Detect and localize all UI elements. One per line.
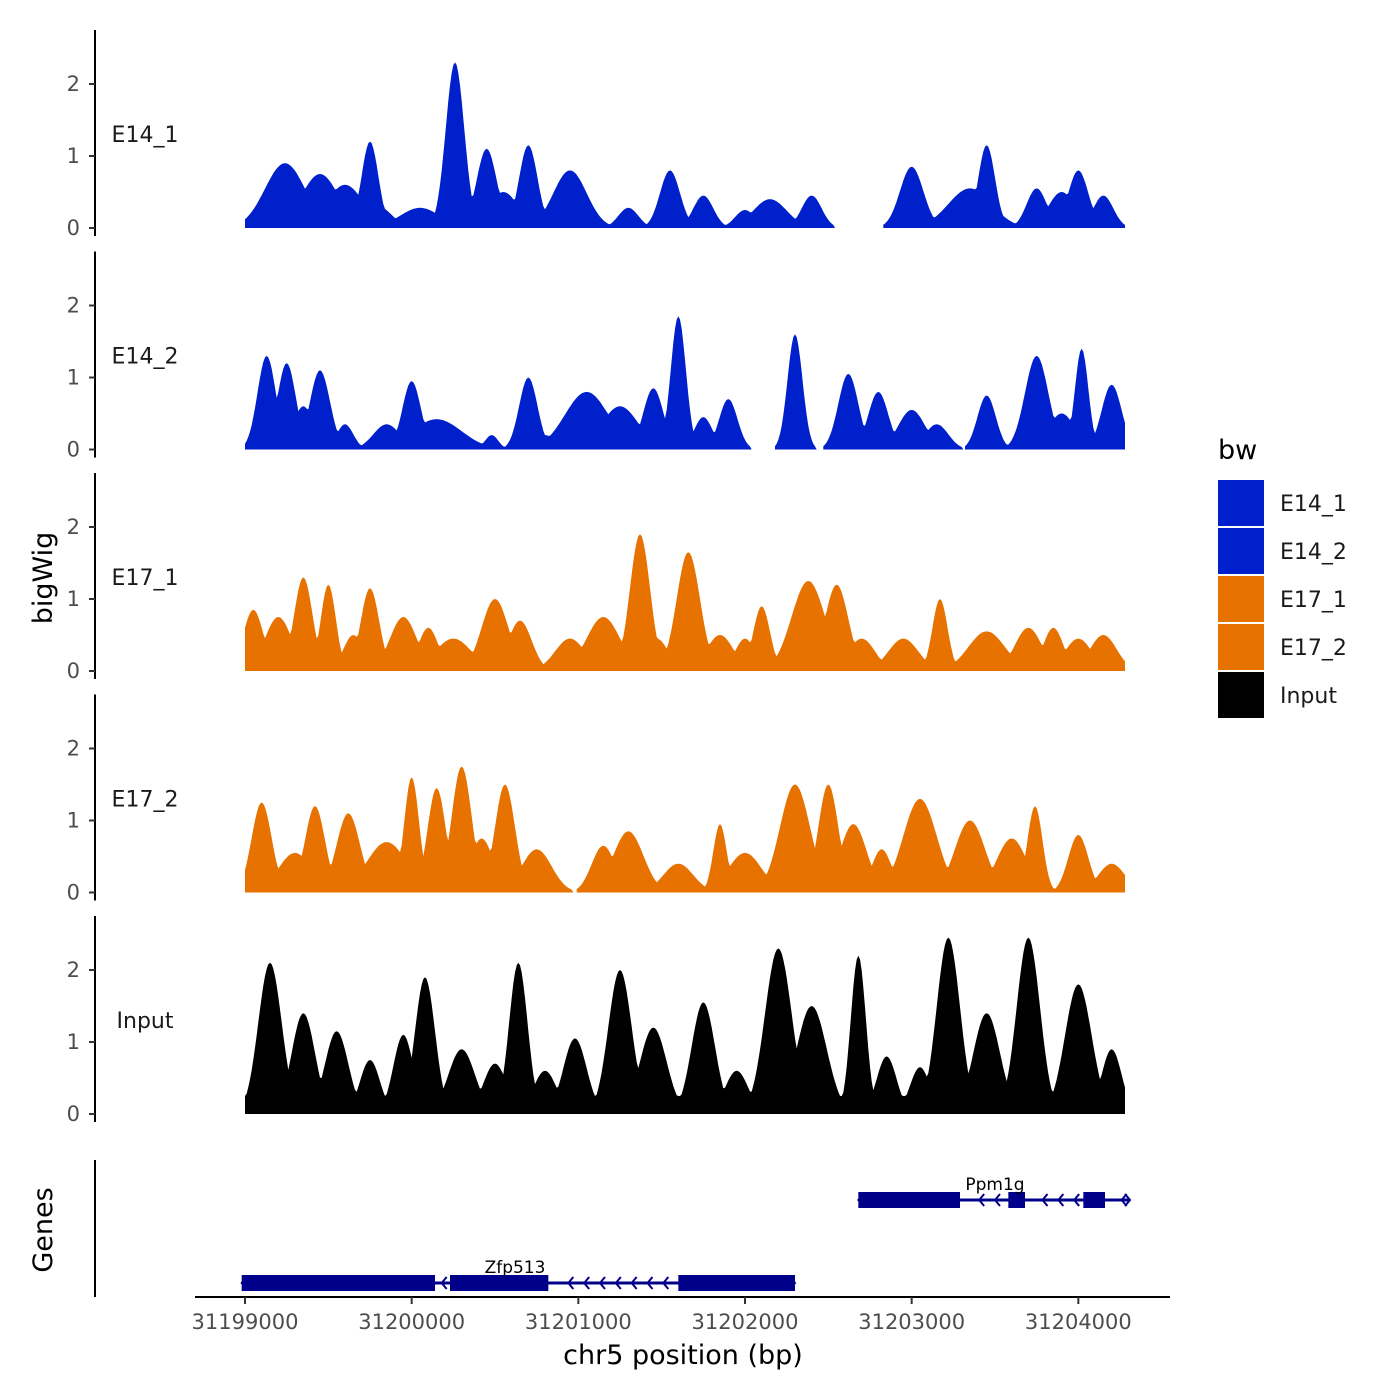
strand-arrow: [614, 1276, 622, 1290]
legend-swatch: [1218, 528, 1264, 574]
y-tick-label: 2: [67, 958, 80, 982]
genes-layer: Ppm1g Zfp513: [94, 1160, 1132, 1297]
gene-end-cap: [1124, 1193, 1132, 1207]
legend-swatch: [1218, 672, 1264, 718]
x-tick-label: 31203000: [858, 1310, 965, 1334]
y-tick-label: 2: [67, 515, 80, 539]
gene-name-label: Zfp513: [485, 1258, 546, 1278]
y-tick-label: 2: [67, 72, 80, 96]
track-e14-2: 0 1 2 E14_2: [67, 251, 1125, 462]
legend-label: E17_1: [1280, 588, 1347, 613]
x-tick-label: 31202000: [692, 1310, 799, 1334]
track-label: E14_2: [112, 345, 179, 370]
gene-zfp513: Zfp513: [240, 1258, 797, 1291]
gene-exon: [1008, 1192, 1025, 1208]
strand-arrow: [567, 1276, 575, 1290]
track-e17-2: 0 1 2 E17_2: [67, 694, 1125, 905]
signal-area: [245, 316, 1125, 450]
gene-exon: [241, 1275, 435, 1291]
legend-label: E14_2: [1280, 540, 1347, 565]
y-axis-title: bigWig: [28, 532, 59, 625]
legend-label: Input: [1280, 684, 1337, 709]
x-axis-title: chr5 position (bp): [563, 1340, 803, 1371]
y-tick-label: 0: [67, 438, 80, 462]
y-tick-label: 1: [67, 366, 80, 390]
gene-start-cap: [857, 1193, 865, 1207]
gene-exon: [450, 1275, 549, 1291]
strand-arrow: [662, 1276, 670, 1290]
legend-swatch: [1218, 624, 1264, 670]
tracks-layer: 0 1 2 E14_1 0 1 2 E14_2 0 1 2 E17_1 0 1 2 E17_2 0 1 2 Input: [67, 30, 1125, 1126]
strand-arrow: [630, 1276, 638, 1290]
strand-arrow: [646, 1276, 654, 1290]
strand-arrow: [598, 1276, 606, 1290]
track-e14-1: 0 1 2 E14_1: [67, 30, 1125, 240]
gene-end-cap: [789, 1276, 797, 1290]
y-tick-label: 0: [67, 881, 80, 905]
legend-swatch: [1218, 576, 1264, 622]
x-axis-ticks: 31199000 31200000 31201000 31202000 31203000…: [192, 1297, 1132, 1334]
y-tick-label: 1: [67, 1030, 80, 1054]
track-label: E14_1: [112, 123, 179, 148]
signal-area: [245, 766, 1125, 893]
y-tick-label: 0: [67, 659, 80, 683]
signal-area: [245, 534, 1125, 671]
track-label: E17_2: [112, 788, 179, 813]
genes-axis-title: Genes: [28, 1187, 59, 1272]
legend-label: E17_2: [1280, 636, 1347, 661]
y-tick-label: 2: [67, 737, 80, 761]
strand-arrow: [1041, 1193, 1049, 1207]
gene-exon: [1083, 1192, 1105, 1208]
gene-exon: [678, 1275, 795, 1291]
track-e17-1: 0 1 2 E17_1: [67, 473, 1125, 683]
legend-swatch: [1218, 480, 1264, 526]
strand-arrow: [1057, 1193, 1065, 1207]
x-tick-label: 31199000: [192, 1310, 299, 1334]
strand-arrow: [977, 1193, 985, 1207]
strand-arrow: [993, 1193, 1001, 1207]
legend-item-e17-2: E17_2: [1218, 624, 1347, 670]
legend-item-e17-1: E17_1: [1218, 576, 1347, 622]
track-label: E17_1: [112, 566, 179, 591]
legend-item-e14-2: E14_2: [1218, 528, 1347, 574]
x-tick-label: 31200000: [358, 1310, 465, 1334]
gene-ppm1g: Ppm1g: [857, 1175, 1132, 1208]
gene-name-label: Ppm1g: [965, 1175, 1024, 1195]
strand-arrow: [1072, 1193, 1080, 1207]
gene-exon: [858, 1192, 960, 1208]
y-tick-label: 2: [67, 294, 80, 318]
x-tick-label: 31204000: [1025, 1310, 1132, 1334]
signal-area: [245, 62, 1125, 229]
signal-area: [245, 937, 1125, 1114]
strand-arrow: [1120, 1193, 1128, 1207]
legend-item-e14-1: E14_1: [1218, 480, 1347, 526]
legend-title: bw: [1218, 435, 1257, 466]
legend-items: E14_1 E14_2 E17_1 E17_2 Input: [1218, 480, 1347, 718]
gene-start-cap: [240, 1276, 248, 1290]
legend-label: E14_1: [1280, 492, 1347, 517]
y-tick-label: 0: [67, 1102, 80, 1126]
y-tick-label: 1: [67, 587, 80, 611]
y-tick-label: 0: [67, 216, 80, 240]
y-tick-label: 1: [67, 809, 80, 833]
track-label: Input: [117, 1009, 174, 1034]
strand-arrow: [582, 1276, 590, 1290]
legend: bw E14_1 E14_2 E17_1 E17_2 Input: [1218, 435, 1347, 718]
y-tick-label: 1: [67, 144, 80, 168]
x-tick-label: 31201000: [525, 1310, 632, 1334]
legend-item-input: Input: [1218, 672, 1337, 718]
strand-arrow: [440, 1276, 448, 1290]
track-input: 0 1 2 Input: [67, 916, 1125, 1126]
